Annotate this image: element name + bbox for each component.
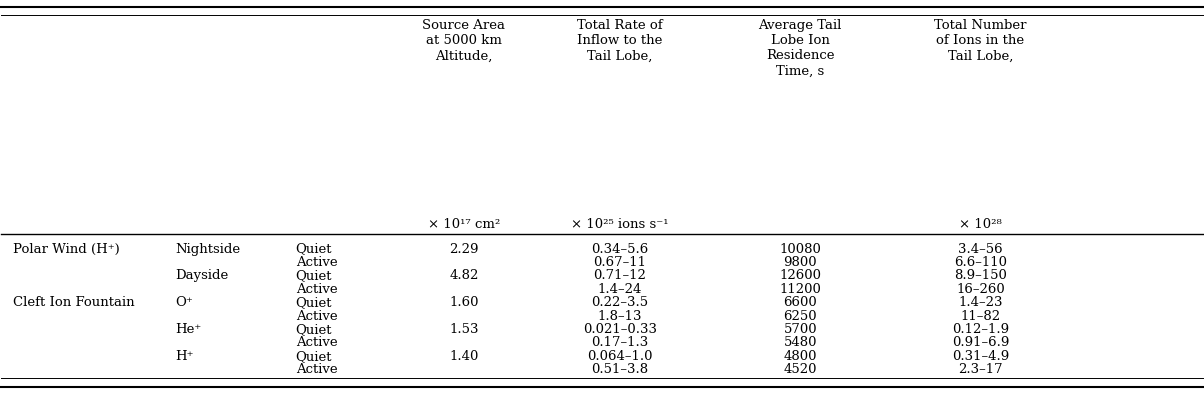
Text: 3.4–56: 3.4–56 (958, 243, 1003, 255)
Text: Quiet: Quiet (296, 323, 332, 336)
Text: 9800: 9800 (784, 256, 818, 269)
Text: Quiet: Quiet (296, 350, 332, 363)
Text: Source Area
at 5000 km
Altitude,: Source Area at 5000 km Altitude, (423, 19, 506, 62)
Text: 1.40: 1.40 (449, 350, 478, 363)
Text: O⁺: O⁺ (176, 296, 194, 309)
Text: × 10²⁸: × 10²⁸ (958, 219, 1002, 231)
Text: 0.34–5.6: 0.34–5.6 (591, 243, 649, 255)
Text: 1.8–13: 1.8–13 (597, 310, 642, 323)
Text: 6.6–110: 6.6–110 (954, 256, 1007, 269)
Text: 0.17–1.3: 0.17–1.3 (591, 336, 649, 349)
Text: 0.67–11: 0.67–11 (594, 256, 647, 269)
Text: 2.3–17: 2.3–17 (958, 363, 1003, 376)
Text: 8.9–150: 8.9–150 (954, 269, 1007, 282)
Text: H⁺: H⁺ (176, 350, 194, 363)
Text: 1.4–24: 1.4–24 (598, 283, 642, 296)
Text: Active: Active (296, 283, 337, 296)
Text: Quiet: Quiet (296, 296, 332, 309)
Text: 4.82: 4.82 (449, 269, 478, 282)
Text: 12600: 12600 (779, 269, 821, 282)
Text: 0.12–1.9: 0.12–1.9 (952, 323, 1009, 336)
Text: Active: Active (296, 310, 337, 323)
Text: 0.91–6.9: 0.91–6.9 (951, 336, 1009, 349)
Text: Quiet: Quiet (296, 269, 332, 282)
Text: 16–260: 16–260 (956, 283, 1005, 296)
Text: 4800: 4800 (784, 350, 818, 363)
Text: 6250: 6250 (784, 310, 818, 323)
Text: Active: Active (296, 336, 337, 349)
Text: 5700: 5700 (784, 323, 818, 336)
Text: 11–82: 11–82 (961, 310, 1001, 323)
Text: 5480: 5480 (784, 336, 818, 349)
Text: Active: Active (296, 363, 337, 376)
Text: Dayside: Dayside (176, 269, 229, 282)
Text: 1.53: 1.53 (449, 323, 479, 336)
Text: 0.021–0.33: 0.021–0.33 (583, 323, 657, 336)
Text: 11200: 11200 (779, 283, 821, 296)
Text: 0.71–12: 0.71–12 (594, 269, 647, 282)
Text: 0.31–4.9: 0.31–4.9 (951, 350, 1009, 363)
Text: He⁺: He⁺ (176, 323, 202, 336)
Text: 0.22–3.5: 0.22–3.5 (591, 296, 649, 309)
Text: Nightside: Nightside (176, 243, 241, 255)
Text: 6600: 6600 (784, 296, 818, 309)
Text: 1.60: 1.60 (449, 296, 479, 309)
Text: × 10²⁵ ions s⁻¹: × 10²⁵ ions s⁻¹ (571, 219, 668, 231)
Text: Cleft Ion Fountain: Cleft Ion Fountain (13, 296, 135, 309)
Text: × 10¹⁷ cm²: × 10¹⁷ cm² (427, 219, 500, 231)
Text: Active: Active (296, 256, 337, 269)
Text: 4520: 4520 (784, 363, 818, 376)
Text: Polar Wind (H⁺): Polar Wind (H⁺) (13, 243, 120, 255)
Text: Total Rate of
Inflow to the
Tail Lobe,: Total Rate of Inflow to the Tail Lobe, (577, 19, 663, 62)
Text: Total Number
of Ions in the
Tail Lobe,: Total Number of Ions in the Tail Lobe, (934, 19, 1027, 62)
Text: 0.51–3.8: 0.51–3.8 (591, 363, 649, 376)
Text: 2.29: 2.29 (449, 243, 479, 255)
Text: Quiet: Quiet (296, 243, 332, 255)
Text: 0.064–1.0: 0.064–1.0 (588, 350, 653, 363)
Text: 10080: 10080 (779, 243, 821, 255)
Text: Average Tail
Lobe Ion
Residence
Time, s: Average Tail Lobe Ion Residence Time, s (759, 19, 842, 77)
Text: 1.4–23: 1.4–23 (958, 296, 1003, 309)
